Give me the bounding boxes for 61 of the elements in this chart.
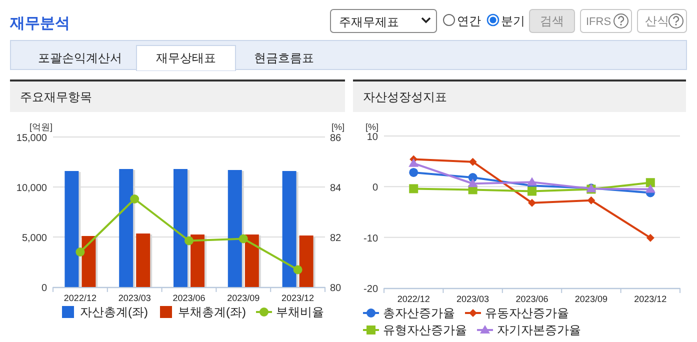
text: 분기 [501, 14, 525, 28]
point [645, 184, 656, 193]
point [646, 178, 655, 188]
text: 연간 [457, 14, 481, 28]
text: 재무분석 [9, 15, 70, 32]
chart-title: 주요재무항목 [20, 90, 92, 104]
point [527, 177, 537, 186]
text: 검색 [540, 14, 564, 28]
point [409, 184, 418, 194]
y2-tick-label: 84 [330, 183, 342, 194]
point [238, 234, 248, 244]
y2-axis-title: [%] [331, 122, 345, 132]
x-tick-label: 2023/03 [456, 294, 490, 304]
y-tick-label: 15,000 [16, 133, 48, 144]
y-axis-title: [%] [365, 122, 379, 132]
point [76, 248, 85, 256]
y-tick-label: 0 [372, 182, 378, 194]
y-tick-label: 10 [366, 132, 378, 143]
y2-tick-label: 82 [330, 233, 342, 244]
point [130, 194, 140, 204]
legend-label: 총자산증가율 [383, 306, 455, 320]
y-tick-label: 0 [41, 283, 48, 294]
y2-tick-label: 80 [330, 283, 342, 294]
point [528, 186, 536, 196]
legend-label: 자기자본증가율 [497, 323, 581, 337]
text: 현금흐름표 [254, 51, 314, 65]
y-tick-label: 5,000 [22, 233, 48, 244]
x-tick-label: 2023/09 [574, 294, 608, 304]
x-tick-label: 2023/06 [516, 294, 548, 304]
y-axis-title: [억원] [29, 122, 53, 132]
chart-title: 자산성장성지표 [363, 90, 447, 104]
x-tick-label: 2023/09 [227, 293, 260, 303]
legend-label: 자산총계(좌) [80, 305, 148, 319]
legend-label: 유동자산증가율 [485, 306, 569, 320]
point [468, 158, 477, 166]
y-tick-label: -10 [364, 233, 378, 244]
text: 산식 [645, 14, 669, 28]
point [184, 236, 194, 246]
legend-label: 부채총계(좌) [178, 305, 246, 319]
y-tick-label: 10,000 [16, 183, 48, 194]
x-tick-label: 2022/12 [397, 294, 430, 304]
point [468, 178, 478, 188]
y-tick-label: -20 [364, 284, 378, 295]
text: 주재무제표 [339, 15, 399, 29]
point [528, 198, 536, 207]
legend-label: 부채비율 [276, 305, 324, 319]
x-tick-label: 2023/12 [282, 293, 314, 303]
legend-label: 유형자산증가율 [383, 323, 467, 337]
x-tick-label: 2023/06 [172, 293, 206, 303]
point [587, 196, 596, 204]
text: IFRS [586, 16, 612, 28]
text: 재무상태표 [156, 51, 216, 65]
x-tick-label: 2022/12 [64, 293, 96, 303]
point [408, 158, 419, 167]
y2-tick-label: 86 [330, 133, 342, 144]
x-tick-label: 2023/03 [118, 293, 151, 303]
point [646, 234, 654, 242]
point [293, 265, 302, 274]
point [409, 168, 418, 177]
x-tick-label: 2023/12 [634, 294, 667, 304]
text: 포괄손익계산서 [38, 51, 122, 65]
